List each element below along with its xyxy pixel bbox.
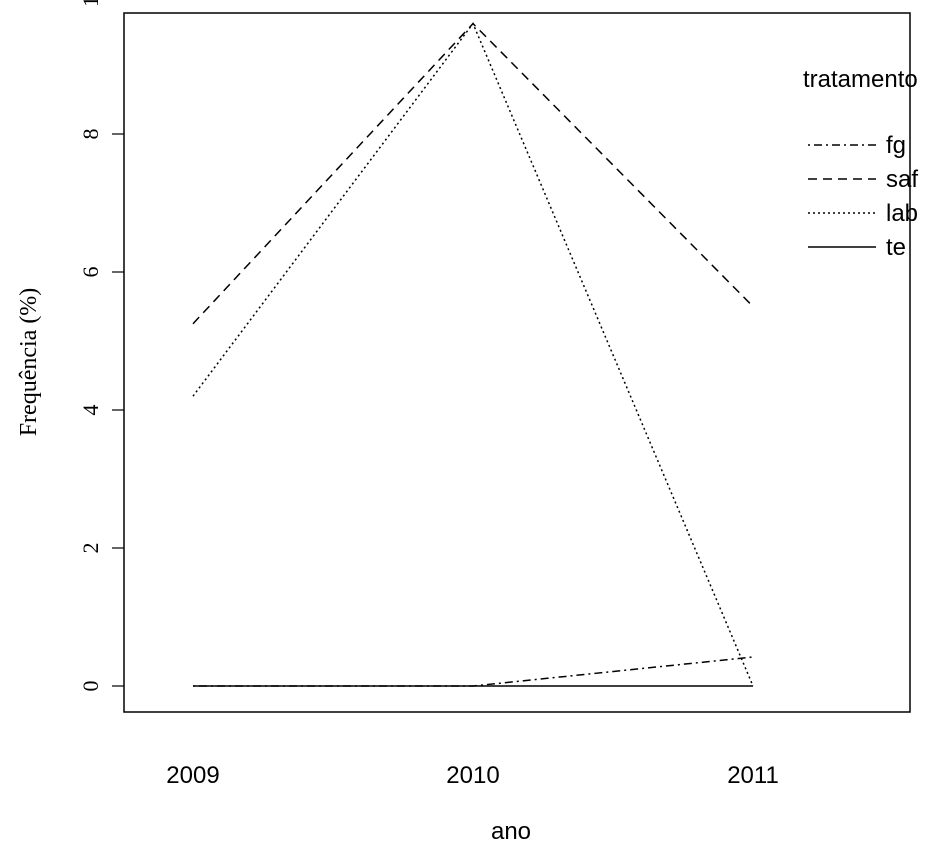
series-lines [192,22,754,687]
y-tick-label: 8 [78,129,103,140]
y-axis-label: Frequência (%) [16,288,42,437]
x-tick-label: 2009 [166,762,219,789]
series-line-lab [192,22,754,687]
y-axis: 0 2 4 6 8 10 [78,0,124,692]
legend-label-te: te [886,234,906,261]
y-tick-label: 10 [78,0,103,7]
legend-title: tratamento [803,66,918,93]
x-axis-label: ano [491,818,531,845]
x-tick-labels: 2009 2010 2011 [166,762,779,789]
plot-frame [123,12,911,713]
y-tick-label: 0 [78,681,103,692]
y-tick-label: 4 [78,405,103,416]
legend: tratamento fg saf lab te [803,66,918,261]
x-tick-label: 2010 [446,762,499,789]
series-line-fg [193,656,754,687]
legend-label-lab: lab [886,200,918,227]
legend-label-saf: saf [886,166,918,193]
legend-label-fg: fg [886,132,906,159]
y-tick-label: 6 [78,267,103,278]
x-tick-label: 2011 [727,762,779,789]
series-line-saf [192,22,754,325]
y-tick-label: 2 [78,543,103,554]
